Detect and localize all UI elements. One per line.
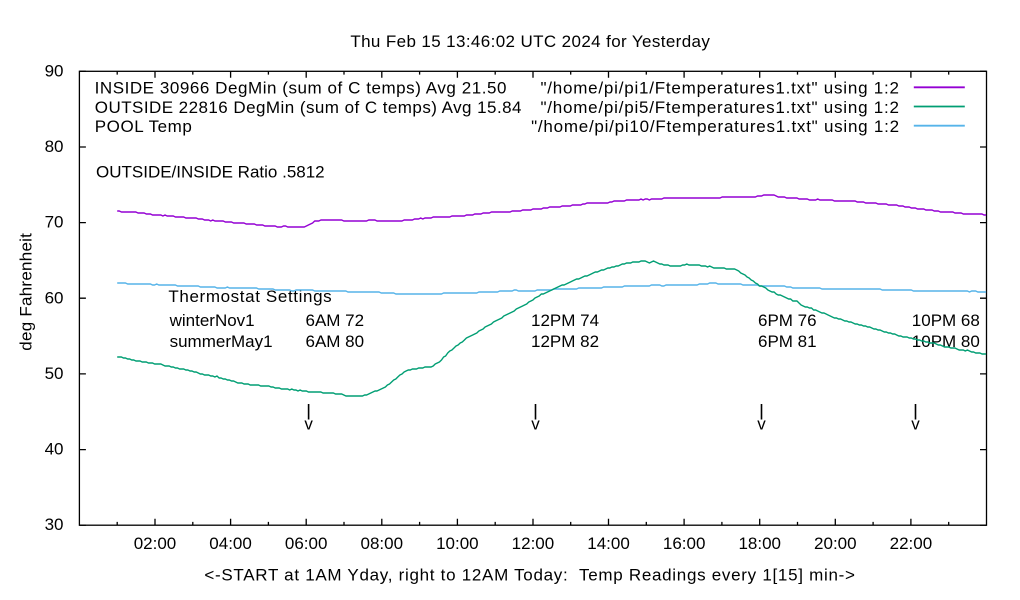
svg-text:winterNov1: winterNov1 [169,311,255,330]
svg-text:08:00: 08:00 [360,534,403,553]
svg-text:04:00: 04:00 [209,534,252,553]
svg-text:30: 30 [45,515,64,534]
svg-text:12:00: 12:00 [512,534,555,553]
svg-text:50: 50 [45,364,64,383]
svg-text:"/home/pi/pi5/Ftemperatures1.t: "/home/pi/pi5/Ftemperatures1.txt" using … [540,98,899,117]
svg-text:Thu Feb 15 13:46:02 UTC 2024 f: Thu Feb 15 13:46:02 UTC 2024 for Yesterd… [350,32,710,51]
svg-text:22:00: 22:00 [890,534,933,553]
svg-text:80: 80 [45,137,64,156]
svg-text:Thermostat Settings: Thermostat Settings [168,287,332,306]
svg-text:<-START at 1AM Yday, right to: <-START at 1AM Yday, right to 12AM Today… [204,566,855,585]
svg-text:v: v [304,415,313,434]
svg-text:v: v [911,415,920,434]
svg-text:v: v [531,415,540,434]
svg-text:OUTSIDE/INSIDE Ratio .5812: OUTSIDE/INSIDE Ratio .5812 [96,162,325,181]
svg-text:10PM 68: 10PM 68 [912,311,980,330]
svg-text:6AM 80: 6AM 80 [306,332,365,351]
svg-text:6AM 72: 6AM 72 [306,311,365,330]
svg-text:02:00: 02:00 [134,534,177,553]
svg-text:06:00: 06:00 [285,534,328,553]
svg-text:summerMay1: summerMay1 [170,332,273,351]
svg-text:POOL Temp: POOL Temp [95,117,193,136]
svg-text:70: 70 [45,213,64,232]
svg-text:10PM 80: 10PM 80 [912,332,980,351]
svg-text:90: 90 [45,61,64,80]
svg-text:14:00: 14:00 [587,534,630,553]
svg-text:40: 40 [45,440,64,459]
svg-text:60: 60 [45,288,64,307]
svg-text:18:00: 18:00 [738,534,781,553]
svg-text:v: v [757,415,766,434]
svg-text:"/home/pi/pi10/Ftemperatures1.: "/home/pi/pi10/Ftemperatures1.txt" using… [531,117,900,136]
svg-text:"/home/pi/pi1/Ftemperatures1.t: "/home/pi/pi1/Ftemperatures1.txt" using … [540,79,899,98]
svg-text:16:00: 16:00 [663,534,706,553]
svg-text:6PM 76: 6PM 76 [758,311,817,330]
svg-text:20:00: 20:00 [814,534,857,553]
svg-text:deg Fahrenheit: deg Fahrenheit [17,233,36,351]
svg-text:12PM 74: 12PM 74 [531,311,599,330]
svg-text:6PM 81: 6PM 81 [758,332,817,351]
svg-text:OUTSIDE 22816 DegMin (sum of C: OUTSIDE 22816 DegMin (sum of C temps) Av… [95,98,522,117]
svg-text:12PM 82: 12PM 82 [531,332,599,351]
svg-text:10:00: 10:00 [436,534,479,553]
svg-text:INSIDE 30966 DegMin (sum of C: INSIDE 30966 DegMin (sum of C temps) Avg… [95,79,507,98]
